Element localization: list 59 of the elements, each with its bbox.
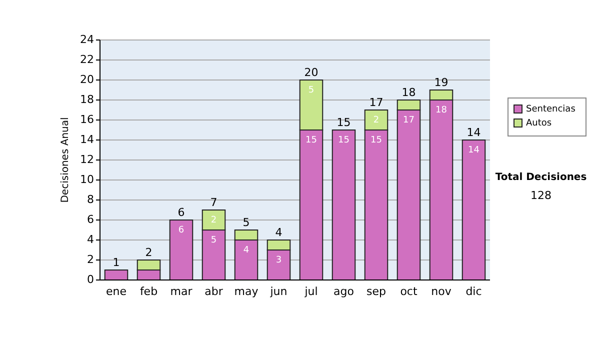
y-tick-label: 14 bbox=[80, 133, 94, 146]
data-label: 3 bbox=[276, 255, 282, 266]
total-label: 17 bbox=[369, 96, 384, 109]
y-tick-label: 4 bbox=[87, 233, 94, 246]
x-tick-label: dic bbox=[466, 285, 482, 298]
legend-label: Autos bbox=[526, 118, 552, 128]
data-label: 15 bbox=[306, 135, 317, 146]
y-tick-label: 10 bbox=[80, 173, 94, 186]
x-tick-label: ago bbox=[334, 285, 354, 298]
bar bbox=[169, 220, 194, 280]
data-label: 18 bbox=[436, 105, 448, 116]
data-label: 15 bbox=[338, 135, 350, 146]
text: 128 bbox=[530, 189, 552, 202]
y-tick-label: 16 bbox=[80, 113, 94, 126]
data-label: 14 bbox=[468, 145, 480, 156]
bar bbox=[462, 140, 486, 280]
y-axis-title: Decisiones Anual bbox=[60, 117, 71, 203]
x-tick-label: mar bbox=[170, 285, 193, 298]
x-tick-label: feb bbox=[140, 285, 158, 298]
total-label: 1 bbox=[112, 256, 120, 269]
data-label: 6 bbox=[178, 225, 184, 236]
y-tick-label: 20 bbox=[80, 73, 94, 86]
x-tick-label: jun bbox=[269, 285, 288, 298]
x-tick-label: jul bbox=[304, 285, 318, 298]
data-label: 2 bbox=[373, 115, 380, 126]
data-label: 17 bbox=[403, 115, 414, 126]
total-label: 2 bbox=[145, 246, 152, 259]
total-label: 20 bbox=[304, 66, 318, 79]
bar bbox=[104, 270, 128, 280]
y-tick-label: 12 bbox=[80, 153, 94, 166]
x-tick-label: may bbox=[234, 285, 259, 298]
data-label: 4 bbox=[243, 245, 250, 256]
total-label: 19 bbox=[434, 76, 448, 89]
data-label: 15 bbox=[370, 135, 382, 146]
total-label: 6 bbox=[178, 206, 185, 219]
legend-label: Sentencias bbox=[526, 104, 576, 114]
x-tick-label: sep bbox=[366, 285, 386, 298]
data-label: 5 bbox=[210, 235, 217, 246]
y-tick-label: 0 bbox=[87, 273, 94, 286]
total-label: 7 bbox=[210, 196, 218, 209]
data-label: 5 bbox=[308, 85, 314, 96]
x-tick-label: oct bbox=[400, 285, 418, 298]
x-tick-label: ene bbox=[106, 285, 127, 298]
total-label: 4 bbox=[275, 226, 282, 239]
total-label: 5 bbox=[242, 216, 250, 229]
y-tick-label: 2 bbox=[87, 253, 94, 266]
y-tick-label: 24 bbox=[80, 33, 94, 46]
total-label: 15 bbox=[336, 116, 351, 129]
text: Total Decisiones bbox=[495, 172, 587, 183]
bar bbox=[332, 130, 356, 280]
total-label: 18 bbox=[402, 86, 416, 99]
data-label: 2 bbox=[210, 215, 217, 226]
x-tick-label: abr bbox=[204, 285, 224, 298]
x-tick-label: nov bbox=[431, 285, 452, 298]
y-tick-label: 18 bbox=[80, 93, 94, 106]
y-tick-label: 6 bbox=[87, 213, 94, 226]
total-label: 14 bbox=[466, 126, 481, 139]
y-tick-label: 8 bbox=[87, 193, 94, 206]
y-tick-label: 22 bbox=[80, 53, 94, 66]
